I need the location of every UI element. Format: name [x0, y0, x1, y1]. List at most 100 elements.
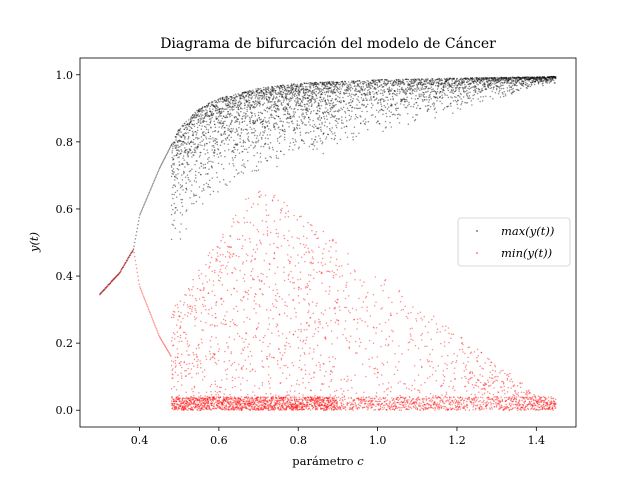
- data-point-max: [458, 80, 460, 83]
- data-point-max: [203, 106, 206, 108]
- data-point-max: [333, 86, 335, 88]
- data-point-max: [242, 129, 245, 131]
- data-point-max: [222, 139, 224, 142]
- data-point-max: [237, 102, 239, 104]
- data-point-max: [318, 135, 320, 137]
- data-point-max: [304, 132, 307, 134]
- data-point-min: [214, 361, 217, 364]
- data-point-max: [255, 100, 257, 102]
- data-point-max: [302, 108, 305, 111]
- data-point-max: [99, 293, 101, 296]
- data-point-max: [248, 94, 250, 97]
- data-point-min: [217, 255, 219, 257]
- data-point-max: [194, 111, 196, 114]
- data-point-max: [383, 80, 386, 83]
- data-point-max: [307, 116, 310, 119]
- data-point-min: [177, 319, 179, 321]
- data-point-max: [255, 165, 258, 167]
- data-point-max: [191, 119, 193, 121]
- data-point-max: [270, 113, 273, 116]
- data-point-min: [233, 221, 235, 223]
- data-point-max: [243, 96, 245, 98]
- data-point-max: [298, 87, 300, 89]
- data-point-max: [250, 111, 252, 113]
- data-point-max: [180, 149, 182, 151]
- data-point-max: [322, 132, 325, 135]
- data-point-max: [358, 101, 361, 103]
- data-point-max: [313, 110, 315, 112]
- data-point-max: [285, 90, 288, 93]
- data-point-max: [284, 106, 286, 108]
- data-point-max: [193, 125, 196, 128]
- data-point-max: [284, 96, 286, 98]
- data-point-max: [320, 104, 323, 107]
- data-point-max: [174, 191, 177, 194]
- data-point-max: [196, 109, 198, 112]
- data-point-max: [325, 81, 328, 84]
- data-point-max: [318, 116, 320, 119]
- data-point-max: [323, 132, 325, 134]
- data-point-max: [235, 116, 238, 119]
- data-point-max: [323, 84, 326, 87]
- data-point-min: [185, 369, 187, 372]
- data-point-max: [326, 81, 328, 83]
- data-point-max: [203, 105, 206, 108]
- data-point-min: [214, 269, 216, 272]
- data-point-max: [315, 85, 318, 88]
- data-point-max: [189, 121, 192, 123]
- data-point-max: [350, 115, 352, 118]
- data-point-max: [302, 113, 304, 116]
- data-point-max: [270, 93, 273, 95]
- data-point-max: [195, 146, 198, 149]
- data-point-max: [273, 88, 276, 90]
- data-point-max: [327, 95, 329, 98]
- data-point-max: [339, 83, 341, 86]
- data-point-max: [291, 84, 293, 87]
- data-point-max: [179, 184, 182, 186]
- data-point-max: [419, 107, 422, 110]
- data-point-max: [206, 110, 208, 112]
- data-point-min: [192, 409, 194, 411]
- data-point-min: [218, 348, 220, 350]
- data-point-max: [195, 113, 198, 116]
- data-point-max: [358, 80, 361, 82]
- data-point-max: [354, 118, 356, 120]
- data-point-max: [185, 143, 187, 145]
- data-point-max: [209, 121, 212, 123]
- data-point-max: [255, 90, 257, 92]
- data-point-max: [273, 89, 275, 91]
- data-point-max: [337, 88, 339, 90]
- data-point-max: [469, 87, 472, 89]
- data-point-max: [264, 129, 266, 132]
- data-point-max: [263, 88, 266, 91]
- data-point-max: [249, 108, 252, 111]
- data-point-max: [189, 169, 192, 172]
- data-point-max: [299, 91, 301, 93]
- data-point-max: [218, 111, 220, 113]
- data-point-max: [184, 142, 186, 144]
- data-point-max: [199, 110, 201, 112]
- data-point-max: [311, 95, 314, 98]
- data-point-max: [219, 111, 222, 113]
- data-point-max: [262, 119, 265, 121]
- data-point-max: [408, 101, 410, 104]
- data-point-max: [470, 100, 472, 102]
- data-point-max: [398, 80, 401, 83]
- data-point-max: [230, 96, 233, 98]
- data-point-max: [226, 103, 229, 105]
- data-point-max: [215, 112, 218, 115]
- data-point-max: [406, 90, 408, 93]
- data-point-max: [320, 128, 322, 131]
- data-point-min: [207, 404, 209, 406]
- data-point-max: [375, 91, 378, 94]
- data-point-max: [202, 139, 205, 141]
- data-point-min: [135, 267, 138, 270]
- data-point-max: [221, 98, 224, 101]
- data-point-max: [371, 79, 373, 82]
- data-point-max: [436, 97, 439, 100]
- data-point-min: [136, 271, 139, 274]
- data-point-max: [161, 161, 164, 163]
- data-point-max: [191, 114, 194, 116]
- data-point-max: [423, 96, 426, 99]
- data-point-max: [239, 98, 241, 100]
